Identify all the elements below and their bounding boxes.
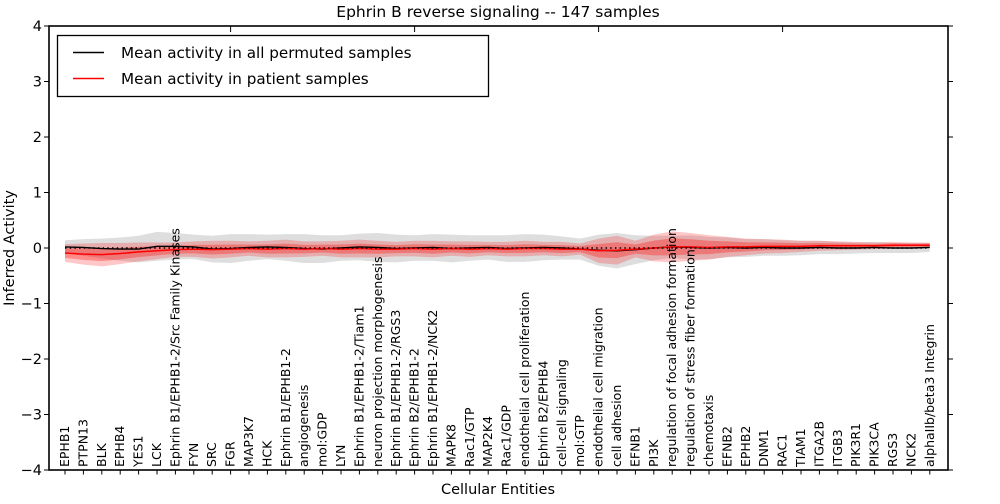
y-tick-label: 4 <box>33 19 42 35</box>
y-tick-label: −2 <box>21 352 42 368</box>
x-tick-label: chemotaxis <box>701 395 716 467</box>
x-tick-label: Ephrin B1/EPHB1-2 <box>278 348 293 467</box>
x-tick-label: LYN <box>333 445 348 467</box>
x-tick-label: RGS3 <box>885 433 900 467</box>
legend: Mean activity in all permuted samples Me… <box>56 34 490 98</box>
x-tick-label: MAPK8 <box>443 424 458 467</box>
x-tick-label: TIAM1 <box>793 428 808 468</box>
x-tick-label: MAP2K4 <box>480 416 495 467</box>
patient-mean-line <box>64 244 930 256</box>
legend-box <box>56 34 490 98</box>
x-tick-label: HCK <box>259 440 274 467</box>
x-tick-label: Ephrin B1/EPHB1-2/RGS3 <box>388 310 403 467</box>
y-tick-label: −4 <box>21 463 42 479</box>
x-tick-label: ITGA2B <box>811 421 826 467</box>
y-tick-label: −1 <box>21 297 42 313</box>
x-tick-label: EFNB1 <box>627 426 642 467</box>
axis-tick-labels: EPHB1 PTPN13 BLK EPHB4 YES1 LCK Ephrin B1/EPHB… <box>21 19 937 479</box>
x-tick-label: YES1 <box>131 436 146 468</box>
x-tick-label: FYN <box>186 443 201 467</box>
x-tick-label: cell adhesion <box>609 385 624 467</box>
x-tick-label: EPHB2 <box>738 426 753 467</box>
x-tick-label: alphaIIb/beta3 Integrin <box>922 324 937 467</box>
x-tick-label: Ephrin B1/EPHB1-2/Tiam1 <box>351 305 366 467</box>
x-tick-label: neuron projection morphogenesis <box>370 256 385 467</box>
x-tick-label: Ephrin B2/EPHB1-2 <box>407 348 422 467</box>
patient-std-band-inner <box>65 238 930 262</box>
x-tick-label: BLK <box>94 442 109 467</box>
y-tick-label: −3 <box>21 408 42 424</box>
x-tick-label: ITGB3 <box>830 429 845 467</box>
chart-title: Ephrin B reverse signaling -- 147 sample… <box>336 3 659 21</box>
x-tick-label: FGR <box>223 441 238 467</box>
x-tick-label: RAC1 <box>775 434 790 467</box>
permuted-std-band <box>65 231 930 269</box>
x-tick-label: Ephrin B1/EPHB1-2/NCK2 <box>425 310 440 467</box>
y-tick-label: 3 <box>33 75 42 91</box>
x-tick-label: EFNB2 <box>719 426 734 467</box>
axes-frame <box>48 25 949 471</box>
y-tick-label: 0 <box>33 241 42 257</box>
y-axis-title: Inferred Activity <box>2 190 18 306</box>
x-tick-label: MAP3K7 <box>241 416 256 467</box>
legend-label-permuted: Mean activity in all permuted samples <box>121 44 412 62</box>
x-tick-label: PIK3CA <box>867 422 882 467</box>
x-tick-label: NCK2 <box>903 433 918 467</box>
x-tick-label: regulation of stress fiber formation <box>683 249 698 467</box>
x-tick-label: endothelial cell proliferation <box>517 292 532 467</box>
x-axis-title: Cellular Entities <box>441 482 555 498</box>
x-tick-label: SRC <box>204 442 219 467</box>
x-tick-label: angiogenesis <box>296 385 311 467</box>
y-tick-label: 1 <box>33 186 42 202</box>
x-tick-label: EPHB4 <box>112 426 127 467</box>
x-tick-label: Ephrin B2/EPHB4 <box>535 361 550 467</box>
legend-label-patient: Mean activity in patient samples <box>121 70 369 88</box>
x-tick-label: Ephrin B1/EPHB1-2/Src Family Kinases <box>167 228 182 467</box>
x-tick-label: PTPN13 <box>75 419 90 467</box>
x-tick-label: cell-cell signaling <box>554 359 569 467</box>
x-tick-label: mol:GDP <box>315 412 330 467</box>
x-tick-label: mol:GTP <box>572 415 587 467</box>
x-tick-label: PIK3R1 <box>848 423 863 467</box>
series-lines <box>64 244 930 256</box>
x-tick-label: DNM1 <box>756 429 771 467</box>
x-tick-label: endothelial cell migration <box>591 307 606 467</box>
x-tick-label: Rac1/GTP <box>462 407 477 467</box>
x-tick-label: EPHB1 <box>57 426 72 467</box>
x-tick-label: PI3K <box>646 439 661 467</box>
x-tick-label: LCK <box>149 442 164 467</box>
x-tick-label: regulation of focal adhesion formation <box>664 228 679 467</box>
y-tick-label: 2 <box>33 130 42 146</box>
x-tick-label: Rac1/GDP <box>499 405 514 467</box>
